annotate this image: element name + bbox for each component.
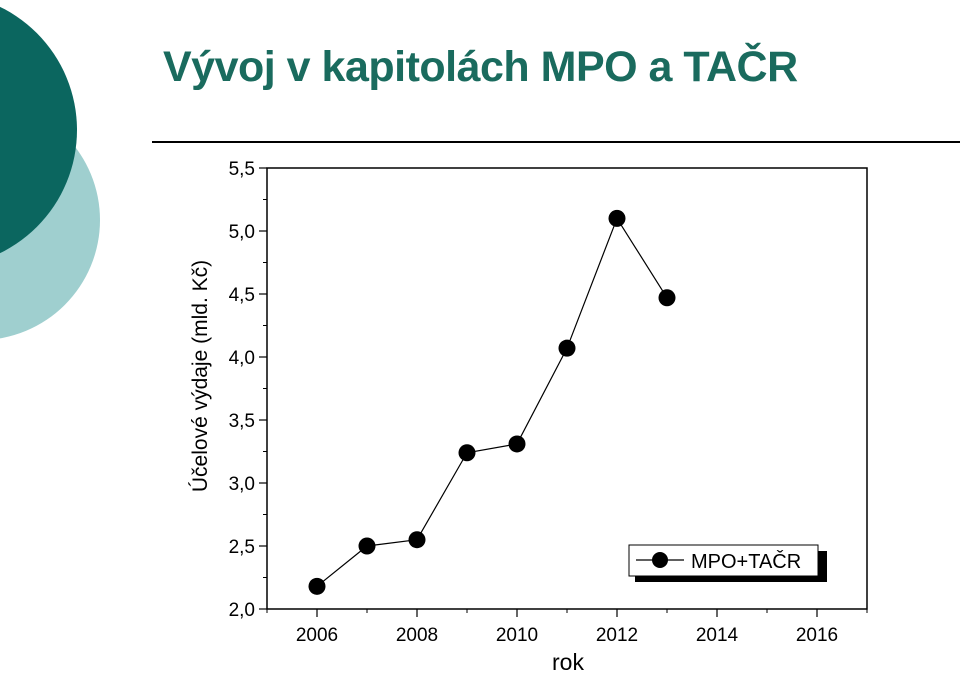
slide-decoration (0, 6, 100, 339)
legend-marker (652, 552, 668, 568)
data-point (558, 339, 576, 357)
x-tick-label: 2014 (696, 625, 739, 646)
y-tick-label: 2,0 (229, 600, 255, 621)
data-point (358, 537, 376, 555)
plot-frame (266, 167, 868, 610)
y-tick-label: 4,5 (229, 285, 255, 306)
x-tick-label: 2016 (796, 625, 838, 646)
y-axis-title: Účelové výdaje (mld. Kč) (189, 260, 212, 492)
legend-label: MPO+TAČR (691, 550, 801, 573)
data-point (308, 577, 326, 595)
series-line (316, 217, 668, 587)
x-tick-label: 2006 (296, 625, 338, 646)
slide-title: Vývoj v kapitolách MPO a TAČR (163, 43, 798, 91)
data-point (508, 435, 526, 453)
title-rule (152, 141, 960, 143)
x-tick-label: 2008 (396, 625, 438, 646)
data-point (658, 289, 676, 307)
data-point (608, 209, 626, 227)
data-point (408, 531, 426, 549)
y-tick-label: 5,0 (229, 222, 255, 243)
y-tick-label: 4,0 (229, 348, 255, 369)
y-tick-label: 3,5 (229, 411, 255, 432)
x-axis-title: rok (552, 649, 584, 673)
x-tick-label: 2010 (496, 625, 538, 646)
decor-circle-dark (0, 6, 77, 254)
x-tick-label: 2012 (596, 625, 638, 646)
y-tick-label: 5,5 (229, 159, 255, 180)
y-tick-label: 2,5 (229, 537, 255, 558)
y-tick-label: 3,0 (229, 474, 255, 495)
data-point (458, 444, 476, 462)
